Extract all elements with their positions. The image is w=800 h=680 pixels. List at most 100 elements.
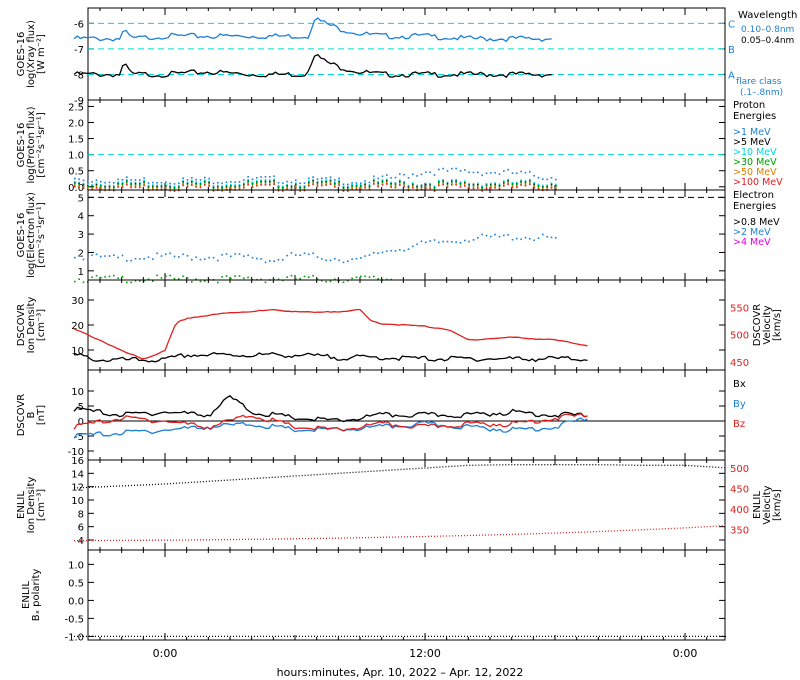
data-point xyxy=(481,174,483,177)
data-point xyxy=(130,186,132,189)
data-point xyxy=(204,183,206,185)
data-point xyxy=(399,181,401,184)
data-point xyxy=(186,179,189,181)
data-point xyxy=(182,177,184,179)
data-point xyxy=(308,253,310,256)
y-tick-label: 2.5 xyxy=(68,102,84,113)
data-point xyxy=(299,190,301,192)
data-point xyxy=(403,181,405,184)
data-point xyxy=(277,189,280,192)
data-point xyxy=(286,254,288,257)
data-point xyxy=(321,180,323,183)
data-point xyxy=(100,187,102,190)
data-point xyxy=(399,173,401,175)
data-point xyxy=(199,186,202,189)
data-point xyxy=(152,258,154,260)
data-point xyxy=(134,181,137,184)
y-tick-label: 0.0 xyxy=(68,183,84,194)
data-point xyxy=(481,185,483,187)
data-point xyxy=(451,180,453,182)
data-point xyxy=(169,187,171,189)
data-point xyxy=(321,279,323,282)
data-point xyxy=(407,185,410,188)
data-point xyxy=(442,179,444,181)
data-point xyxy=(446,185,449,187)
data-point xyxy=(403,173,405,176)
data-point xyxy=(74,280,76,283)
data-point xyxy=(446,186,449,188)
data-point xyxy=(95,183,98,185)
y-tick-label: 0.5 xyxy=(68,167,84,178)
data-point xyxy=(542,178,544,180)
data-point xyxy=(178,182,180,185)
data-point xyxy=(446,183,449,186)
data-point xyxy=(529,179,531,182)
y-axis-label: DSCOVR xyxy=(16,304,27,347)
data-point xyxy=(182,180,184,183)
data-point xyxy=(117,186,119,188)
y-tick-label: -10 xyxy=(68,447,84,458)
data-point xyxy=(195,182,197,184)
data-point xyxy=(390,181,392,184)
data-point xyxy=(204,179,206,181)
data-point xyxy=(451,181,453,183)
data-point xyxy=(121,275,124,278)
data-point xyxy=(221,276,223,278)
data-point xyxy=(498,235,501,238)
data-point xyxy=(104,185,106,188)
data-point xyxy=(303,275,306,278)
data-point xyxy=(95,186,98,188)
data-point xyxy=(113,254,115,256)
data-point xyxy=(485,183,488,186)
data-point xyxy=(78,178,80,180)
panel-frame-enlil-polarity xyxy=(87,549,726,641)
data-point xyxy=(208,180,210,182)
data-point xyxy=(186,185,189,187)
flare-class-label: B xyxy=(728,45,735,56)
data-point xyxy=(147,182,150,184)
data-point xyxy=(182,182,184,184)
data-point xyxy=(139,185,141,188)
data-point xyxy=(542,185,544,188)
data-point xyxy=(78,181,80,184)
data-point xyxy=(238,187,241,190)
data-point xyxy=(234,185,236,187)
data-point xyxy=(368,188,371,190)
data-point xyxy=(234,186,236,189)
data-point xyxy=(286,180,288,183)
y-tick-label: 30 xyxy=(71,296,84,307)
data-point xyxy=(468,182,470,185)
legend-title: Wavelength xyxy=(738,10,797,21)
data-point xyxy=(160,277,163,279)
data-point xyxy=(165,186,167,188)
data-point xyxy=(173,185,176,188)
data-point xyxy=(321,182,323,184)
data-point xyxy=(260,184,262,186)
data-point xyxy=(204,184,206,186)
data-point xyxy=(182,183,184,186)
data-point xyxy=(303,187,306,189)
data-point xyxy=(199,182,202,185)
data-point xyxy=(342,261,345,264)
data-point xyxy=(82,182,85,185)
data-point xyxy=(95,179,98,181)
y-axis-label: [cm⁻³] xyxy=(36,489,47,521)
data-point xyxy=(87,258,89,261)
data-point xyxy=(143,182,145,184)
data-point xyxy=(533,186,535,188)
data-point xyxy=(420,240,423,243)
flare-class-label: A xyxy=(728,70,735,81)
data-point xyxy=(438,183,440,186)
data-point xyxy=(338,259,340,262)
panel-frame-proton xyxy=(87,99,726,191)
y-axis-label: GOES-16 xyxy=(16,123,27,168)
data-point xyxy=(87,180,89,183)
data-point xyxy=(472,187,475,190)
data-point xyxy=(238,186,241,188)
data-point xyxy=(74,181,76,184)
data-point xyxy=(438,179,440,182)
data-point xyxy=(516,183,518,186)
data-point xyxy=(364,184,366,187)
data-point xyxy=(282,182,284,184)
legend-entry: >1 MeV xyxy=(733,127,771,138)
